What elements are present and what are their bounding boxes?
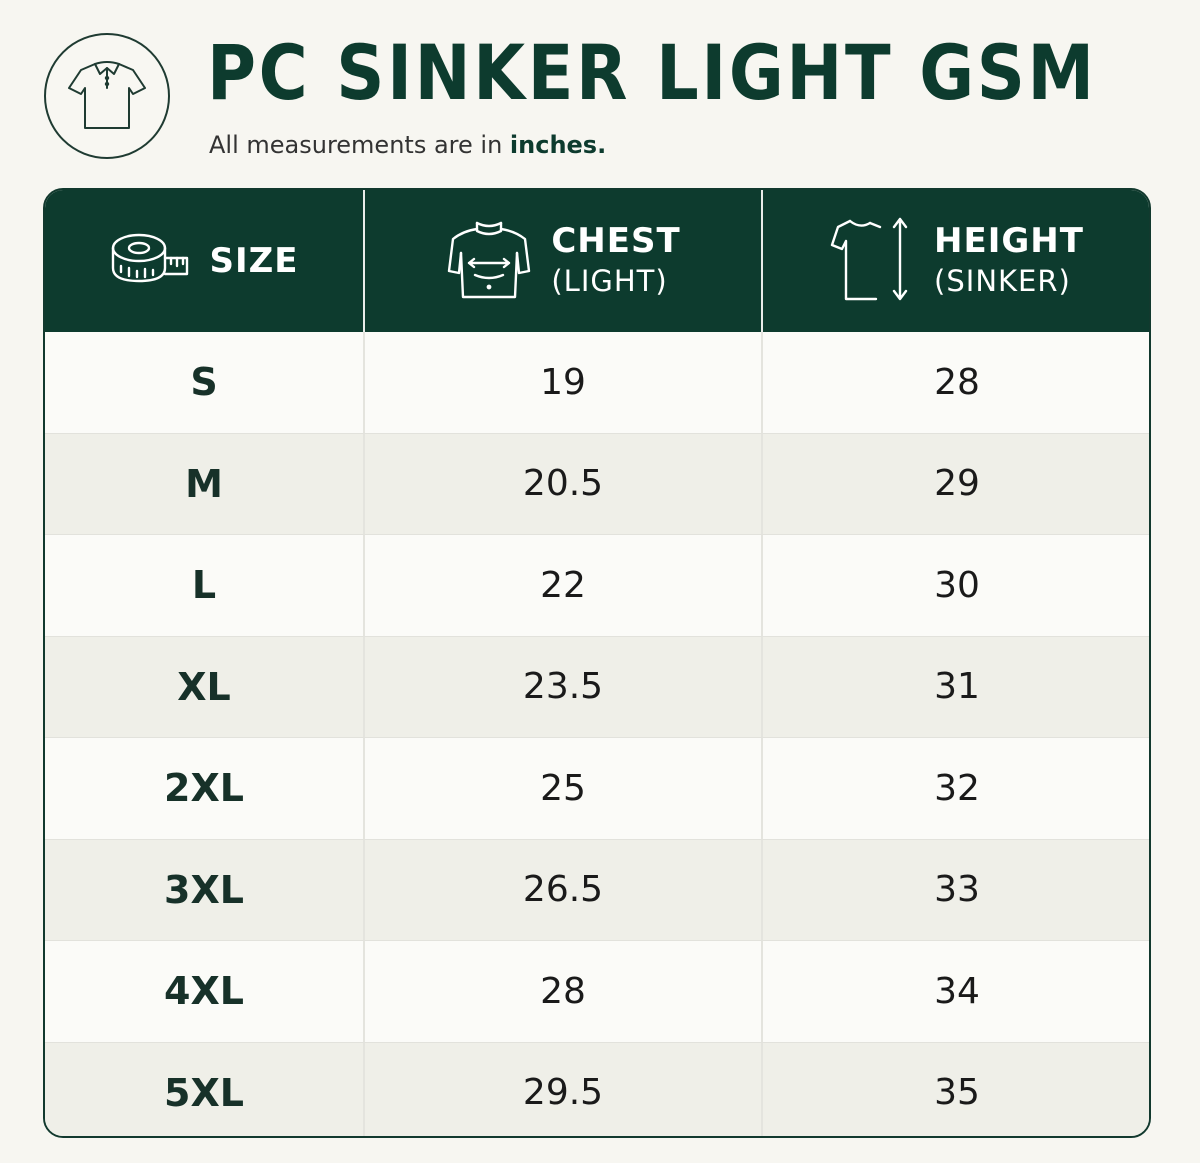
table-row: L 22 30 (45, 535, 1149, 637)
column-header-height: HEIGHT (SINKER) (763, 190, 1149, 332)
table-row: M 20.5 29 (45, 433, 1149, 535)
column-subtitle-height: (SINKER) (934, 264, 1071, 298)
column-label-chest: CHEST (LIGHT) (551, 221, 680, 301)
size-cell: 5XL (164, 1070, 244, 1115)
column-label-height: HEIGHT (SINKER) (934, 221, 1084, 301)
tshirt-height-icon (830, 215, 916, 307)
page-subtitle: All measurements are in inches. (209, 129, 606, 161)
height-cell: 29 (934, 463, 980, 505)
polo-shirt-icon (68, 61, 146, 129)
page-title: PC SINKER LIGHT GSM (207, 28, 1097, 117)
size-cell: 4XL (164, 969, 244, 1014)
column-divider (363, 1042, 365, 1136)
size-chart-table: SIZE CHEST (LIGHT) (43, 188, 1151, 1138)
column-divider (363, 535, 365, 636)
height-cell: 31 (934, 666, 980, 708)
subtitle-unit: inches. (509, 131, 607, 159)
table-row: 5XL 29.5 35 (45, 1042, 1149, 1136)
height-cell: 30 (934, 564, 980, 606)
size-cell: L (191, 563, 217, 608)
column-divider (761, 332, 763, 433)
column-title-height: HEIGHT (934, 221, 1084, 261)
table-row: 2XL 25 32 (45, 738, 1149, 840)
column-divider (363, 738, 365, 839)
height-cell: 33 (934, 869, 980, 911)
table-row: XL 23.5 31 (45, 636, 1149, 738)
height-cell: 32 (934, 767, 980, 809)
column-divider (363, 941, 365, 1042)
table-row: 3XL 26.5 33 (45, 839, 1149, 941)
table-body: S 19 28 M 20.5 29 L 22 30 XL 23.5 31 2XL 25 32 3XL 26.5 3… (45, 332, 1149, 1136)
column-divider (363, 433, 365, 534)
column-header-chest: CHEST (LIGHT) (365, 190, 761, 332)
column-header-size: SIZE (45, 190, 363, 332)
header-divider (761, 190, 763, 332)
column-divider (761, 433, 763, 534)
chest-cell: 26.5 (522, 869, 604, 911)
size-cell: 2XL (164, 766, 244, 811)
size-cell: S (190, 360, 218, 405)
chest-cell: 28 (540, 970, 586, 1012)
chest-cell: 19 (540, 361, 586, 403)
height-cell: 35 (934, 1072, 980, 1114)
chest-cell: 25 (540, 767, 586, 809)
chest-cell: 20.5 (522, 463, 604, 505)
table-row: 4XL 28 34 (45, 941, 1149, 1043)
chest-cell: 29.5 (522, 1072, 604, 1114)
header-divider (363, 190, 365, 332)
column-divider (761, 535, 763, 636)
column-subtitle-chest: (LIGHT) (551, 264, 668, 298)
measuring-tape-icon (109, 230, 191, 292)
size-cell: 3XL (164, 867, 244, 912)
table-header: SIZE CHEST (LIGHT) (45, 190, 1149, 332)
column-divider (363, 839, 365, 940)
column-divider (761, 839, 763, 940)
column-divider (363, 636, 365, 737)
column-title-chest: CHEST (551, 221, 681, 261)
column-divider (363, 332, 365, 433)
column-label-size: SIZE (209, 241, 299, 281)
logo-badge (44, 33, 170, 159)
column-divider (761, 738, 763, 839)
table-row: S 19 28 (45, 332, 1149, 434)
subtitle-text: All measurements are in (209, 131, 510, 159)
chest-measure-icon (445, 217, 533, 305)
chest-cell: 23.5 (522, 666, 604, 708)
column-divider (761, 1042, 763, 1136)
height-cell: 28 (934, 361, 980, 403)
chest-cell: 22 (540, 564, 586, 606)
size-cell: M (185, 461, 223, 506)
column-divider (761, 636, 763, 737)
height-cell: 34 (934, 970, 980, 1012)
column-divider (761, 941, 763, 1042)
size-cell: XL (177, 664, 231, 709)
